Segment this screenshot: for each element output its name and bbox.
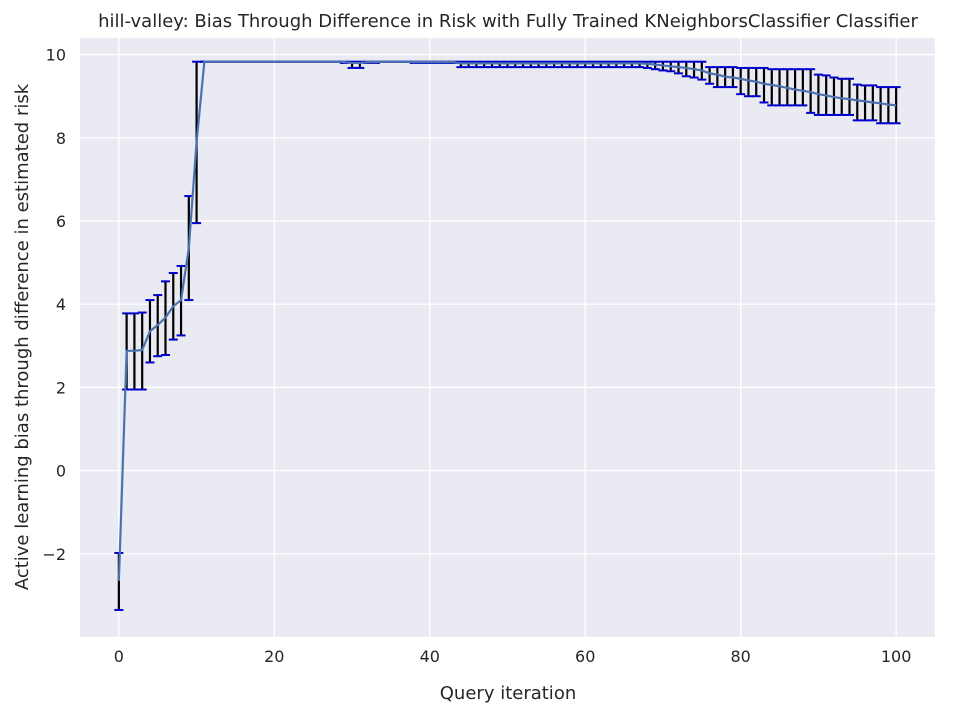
x-tick-label: 40 xyxy=(420,647,440,666)
y-tick-label: 2 xyxy=(56,378,66,397)
x-axis-label: Query iteration xyxy=(440,683,576,704)
grid-lines xyxy=(80,38,935,637)
y-tick-label: 0 xyxy=(56,462,66,481)
series-line-group xyxy=(117,60,897,581)
y-axis-label: Active learning bias through difference … xyxy=(12,83,33,590)
x-tick-label: 100 xyxy=(881,647,912,666)
y-tick-label: 4 xyxy=(56,295,66,314)
tick-labels: 0 20 40 60 80 100 −2 0 2 4 6 8 10 xyxy=(42,46,911,666)
y-tick-label: −2 xyxy=(42,545,66,564)
y-tick-label: 10 xyxy=(46,46,66,65)
plot-background xyxy=(80,38,935,637)
x-tick-label: 20 xyxy=(264,647,284,666)
chart-title: hill-valley: Bias Through Difference in … xyxy=(98,11,918,32)
series-line xyxy=(117,60,897,581)
x-tick-label: 0 xyxy=(114,647,124,666)
x-tick-label: 80 xyxy=(731,647,751,666)
x-tick-label: 60 xyxy=(575,647,595,666)
y-tick-label: 6 xyxy=(56,212,66,231)
y-tick-label: 8 xyxy=(56,129,66,148)
